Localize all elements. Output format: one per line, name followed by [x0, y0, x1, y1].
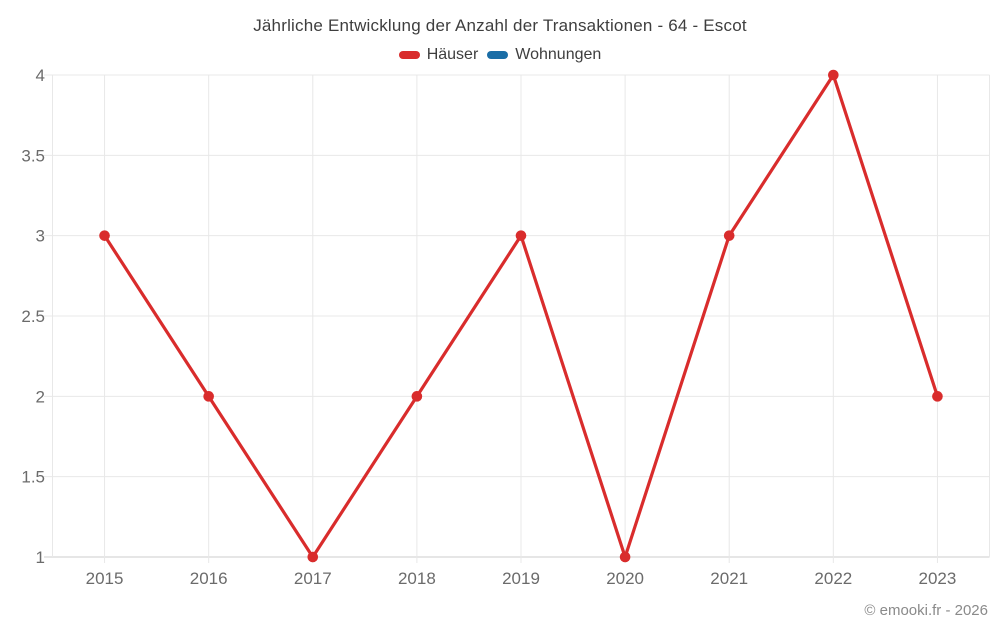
legend-label-h-user: Häuser: [426, 46, 479, 63]
x-tick-label: 2016: [190, 569, 228, 588]
x-tick-label: 2022: [814, 569, 852, 588]
data-point-h-user-2023: [932, 391, 943, 402]
data-point-h-user-2020: [619, 551, 631, 563]
x-tick-label: 2023: [919, 569, 957, 588]
x-tick-label: 2018: [398, 569, 436, 588]
x-tick-label: 2015: [86, 569, 124, 588]
legend-swatch-h-user: [398, 51, 420, 59]
x-tick-label: 2017: [294, 569, 332, 588]
legend-item-h-user[interactable]: Häuser: [398, 46, 479, 64]
legend-label-wohnungen: Wohnungen: [515, 46, 602, 63]
x-tick-label: 2019: [502, 569, 540, 588]
data-point-h-user-2019: [515, 230, 527, 241]
y-tick-label: 1: [36, 548, 45, 567]
data-point-h-user-2022: [828, 69, 839, 81]
legend-item-wohnungen[interactable]: Wohnungen: [487, 46, 601, 64]
y-tick-label: 2.5: [21, 307, 45, 326]
y-tick-label: 1.5: [21, 468, 45, 487]
copyright-label: © emooki.fr - 2026: [864, 602, 988, 619]
y-tick-label: 4: [36, 66, 45, 85]
data-point-h-user-2015: [99, 230, 110, 241]
data-point-h-user-2017: [307, 551, 319, 563]
x-tick-label: 2021: [710, 569, 748, 588]
x-tick-label: 2020: [606, 569, 644, 588]
y-tick-label: 3: [36, 227, 45, 246]
data-point-h-user-2018: [411, 391, 423, 402]
y-tick-label: 3.5: [21, 146, 45, 165]
legend: Häuser Wohnungen: [0, 46, 1000, 64]
y-tick-label: 2: [36, 387, 45, 406]
data-point-h-user-2016: [203, 391, 214, 402]
legend-swatch-wohnungen: [487, 51, 509, 59]
chart-title: Jährliche Entwicklung der Anzahl der Tra…: [253, 16, 747, 35]
data-point-h-user-2021: [723, 230, 735, 241]
